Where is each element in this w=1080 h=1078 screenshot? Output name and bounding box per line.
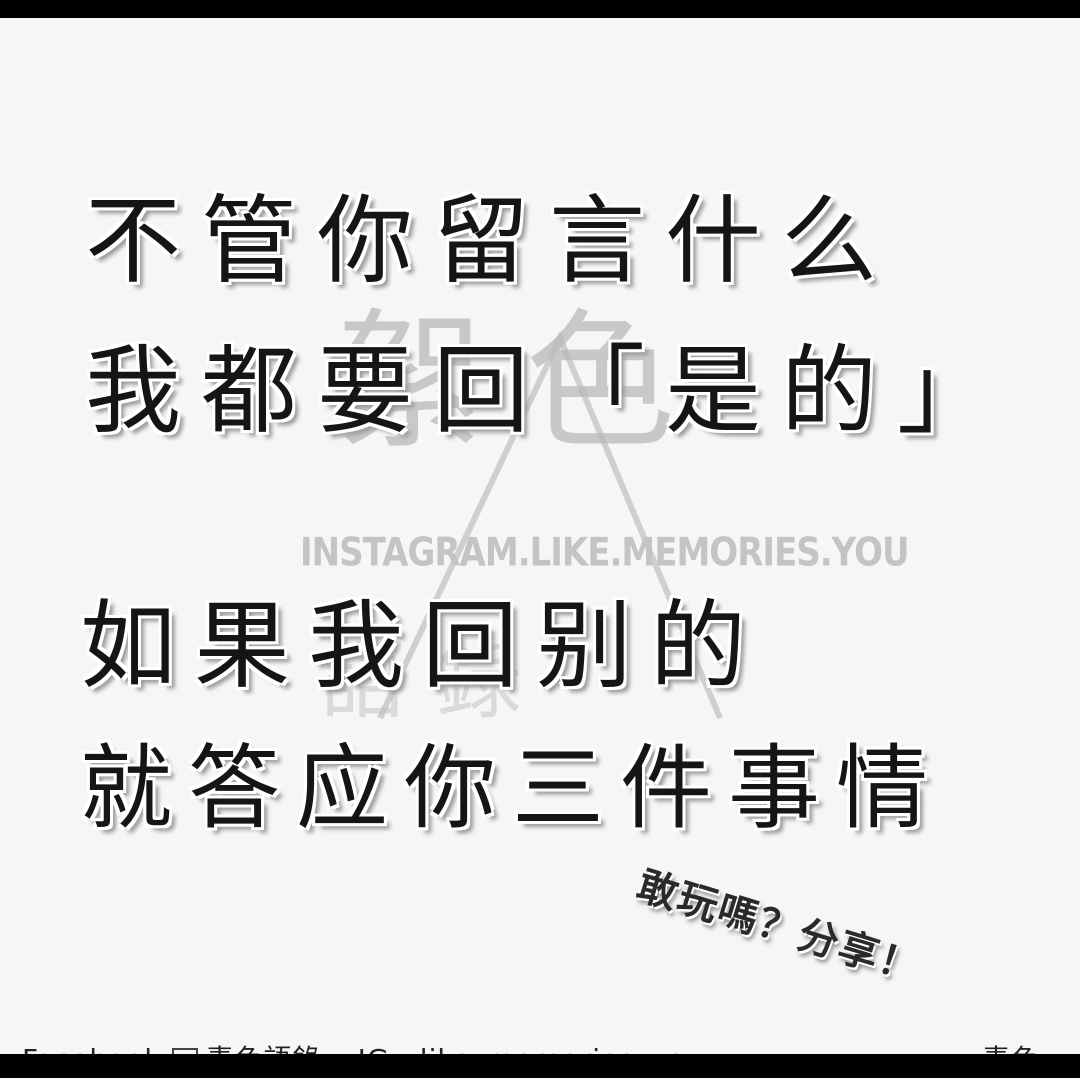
watermark-triangle (377, 330, 723, 720)
footer-facebook-name: 素色語錄 (206, 1043, 322, 1054)
footer-ig-label: IG : like_memories_you (358, 1043, 705, 1054)
text-line-2: 我都要回「是的」 (85, 335, 1013, 447)
text-line-3: 如果我回别的 (80, 590, 764, 702)
tagline: 敢玩嗎？分享！ (631, 861, 927, 993)
footer-credits: Facebook 素色語錄 IG : like_memories_you 素色 (22, 1038, 1039, 1054)
image-canvas: 絮色 INSTAGRAM.LIKE.MEMORIES.YOU 語錄 不管你留言什… (0, 18, 1080, 1054)
checkbox-icon (171, 1048, 198, 1054)
footer-end-text: 素色 (982, 1038, 1040, 1054)
watermark-top-chars: 絮色 (335, 296, 716, 470)
watermark-bottom-chars: 語錄 (320, 631, 552, 731)
footer-facebook-label: Facebook (22, 1043, 162, 1054)
watermark-url: INSTAGRAM.LIKE.MEMORIES.YOU (300, 530, 910, 576)
text-line-1: 不管你留言什么 (85, 185, 897, 297)
text-line-4: 就答应你三件事情 (80, 735, 945, 842)
